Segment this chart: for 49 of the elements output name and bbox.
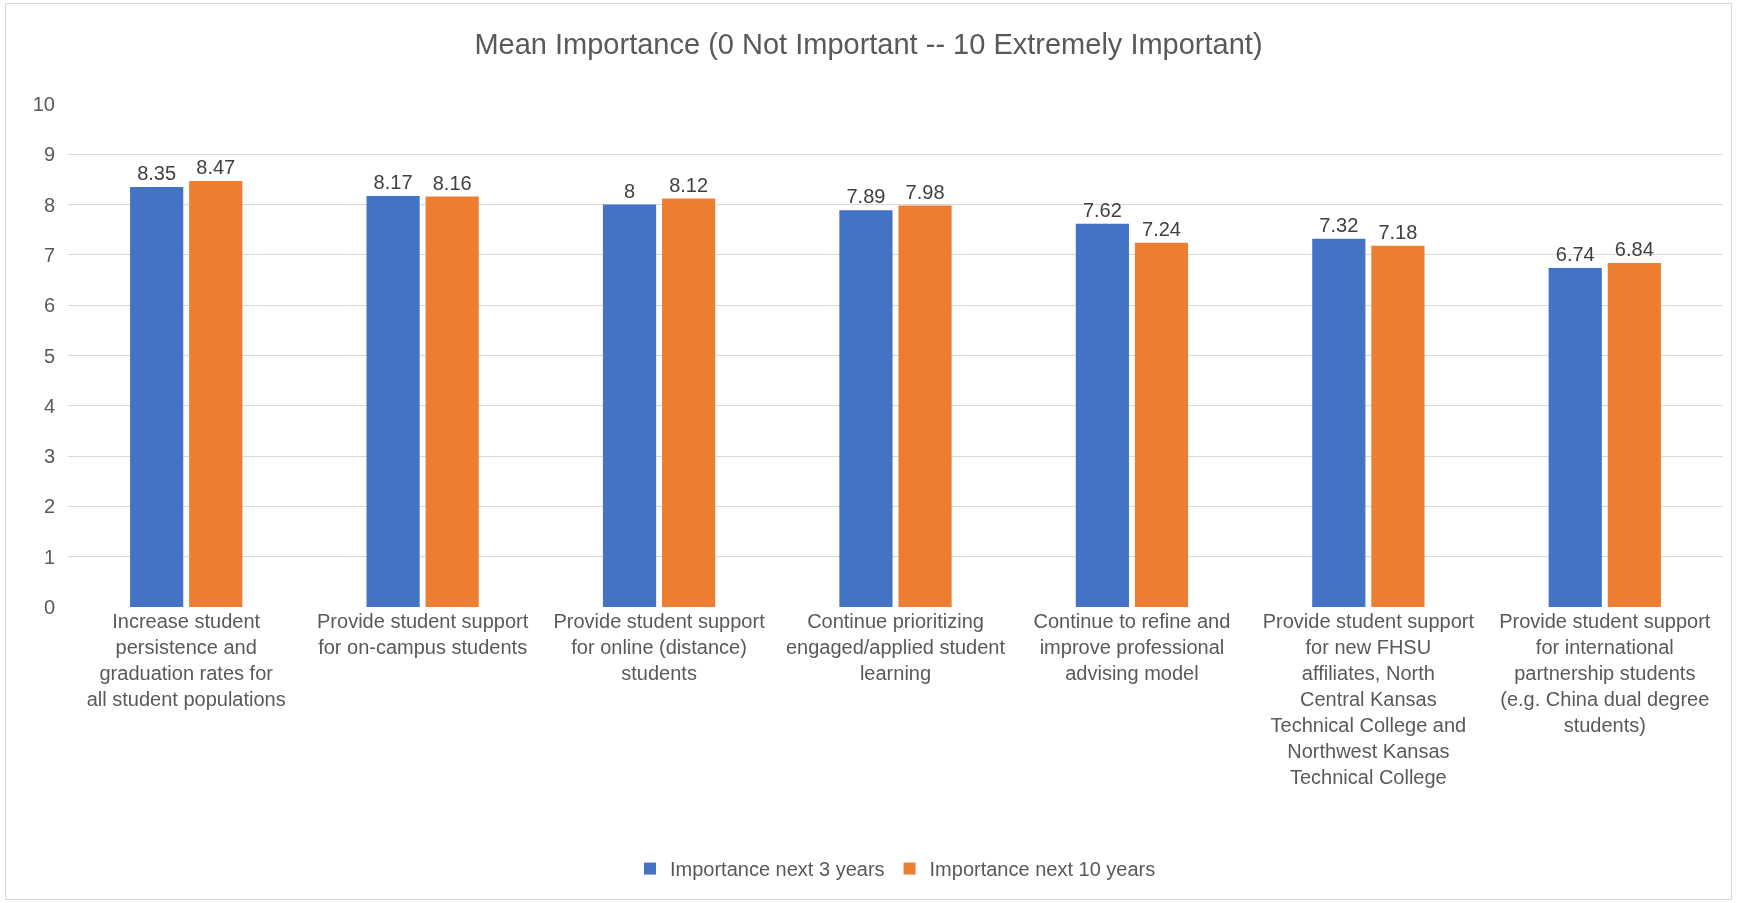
data-label: 7.24 (1142, 217, 1181, 240)
data-label: 8 (623, 179, 636, 202)
bar (1607, 262, 1661, 607)
y-tick-label: 3 (43, 445, 55, 468)
legend-label: Importance next 10 years (929, 858, 1156, 881)
chart-title: Mean Importance (0 Not Important -- 10 Extremely Important) (474, 28, 1263, 61)
bar (898, 205, 952, 607)
y-tick-label: 0 (43, 596, 55, 618)
data-label: 7.32 (1319, 213, 1359, 236)
bar (602, 204, 657, 607)
x-tick-label: Provide student support for international partnership students (e.g. China dual degree students) (1499, 610, 1711, 736)
bar (366, 196, 420, 607)
data-label: 8.16 (432, 171, 472, 194)
bar (839, 210, 893, 607)
bar (662, 198, 716, 607)
x-tick-label: Provide student support for online (distance) students (553, 610, 766, 684)
bar (189, 180, 243, 607)
x-tick-label: Provide student support for new FHSU affiliates, North Central Kansas Technical College and Northwest Kansas Technical College (1262, 610, 1475, 788)
bar (1312, 238, 1366, 607)
bar (130, 187, 184, 607)
data-label: 8.17 (373, 171, 413, 194)
y-tick-label: 10 (32, 93, 55, 115)
y-tick-label: 7 (43, 243, 55, 266)
x-tick-label: Increase student persistence and graduation rates for all student populations (86, 610, 286, 710)
y-tick-label: 1 (43, 545, 55, 568)
y-tick-label: 6 (43, 294, 55, 317)
data-label: 7.18 (1378, 220, 1418, 243)
bar (1371, 245, 1425, 607)
bar (1548, 267, 1602, 607)
data-label: 8.12 (669, 173, 709, 196)
bar (1075, 223, 1129, 607)
data-label: 6.84 (1614, 237, 1654, 260)
y-tick-label: 9 (43, 143, 55, 166)
data-label: 8.47 (196, 155, 236, 178)
y-tick-label: 4 (43, 394, 55, 417)
data-label: 8.35 (137, 162, 177, 184)
x-tick-label: Continue prioritizing engaged/applied student learning (785, 610, 1006, 684)
y-tick-label: 8 (43, 193, 55, 216)
x-tick-label: Provide student support for on-campus students (317, 610, 529, 658)
y-tick-label: 2 (43, 495, 55, 518)
bar (425, 196, 479, 607)
y-tick-label: 5 (43, 344, 55, 367)
data-label: 6.74 (1555, 242, 1595, 265)
data-label: 7.62 (1082, 198, 1122, 221)
data-label: 7.89 (846, 185, 886, 208)
data-label: 7.98 (905, 180, 945, 203)
legend-label: Importance next 3 years (670, 858, 885, 881)
bar (1134, 242, 1189, 607)
x-tick-label: Continue to refine and improve professional advising model (1033, 610, 1231, 684)
